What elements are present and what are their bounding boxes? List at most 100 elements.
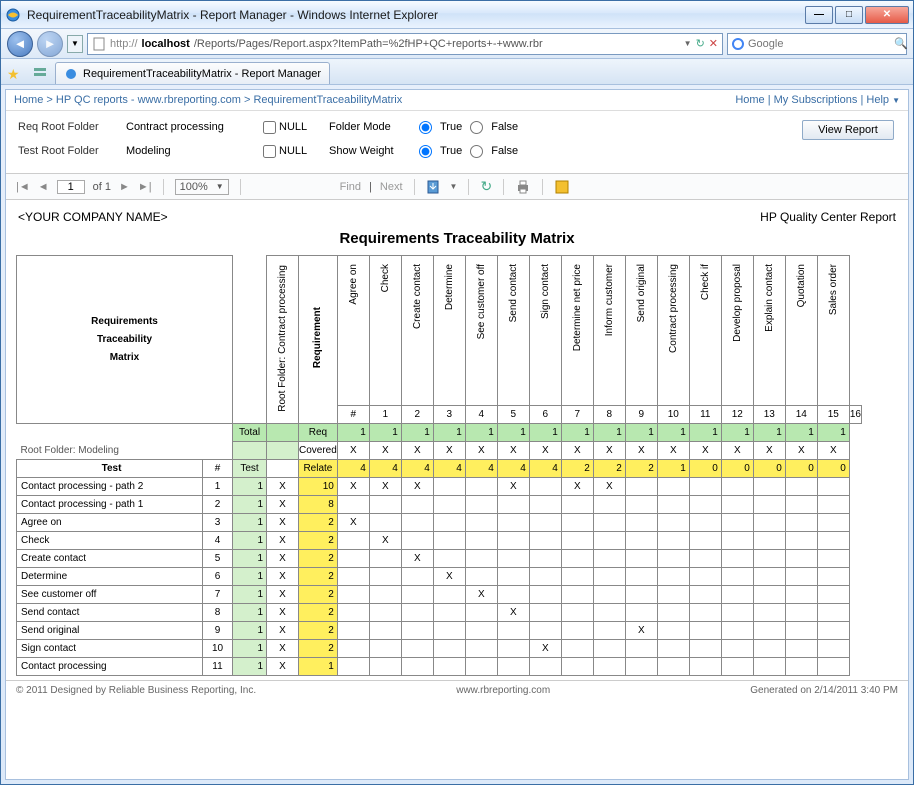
minimize-button[interactable]: — [805,6,833,24]
view-report-button[interactable]: View Report [802,120,894,140]
test-root-label: Test Root Folder [18,145,113,157]
test-cov: X [267,514,299,532]
mark-cell [753,586,785,604]
refresh-icon[interactable]: ↻ [696,37,705,50]
mark-cell [785,514,817,532]
bc-subscriptions-link[interactable]: My Subscriptions [774,94,858,106]
mark-cell [785,568,817,586]
req-cell: 1 [337,424,369,442]
prev-page-button[interactable]: ◄ [38,181,49,193]
folder-mode-false[interactable] [470,121,483,134]
refresh-report-icon[interactable]: ↻ [480,178,492,195]
footer-center: www.rbreporting.com [456,685,550,696]
matrix-corner: RequirementsTraceabilityMatrix [17,256,233,424]
bc-folder[interactable]: HP QC reports - www.rbreporting.com [56,94,241,106]
export-data-icon[interactable] [554,179,570,195]
test-root-value[interactable]: Modeling [123,143,253,159]
browser-tab[interactable]: RequirementTraceabilityMatrix - Report M… [55,62,330,84]
forward-button[interactable]: ► [37,31,63,57]
mark-cell [625,550,657,568]
covered-root-label: Root Folder: Modeling [17,442,233,460]
mark-cell [593,496,625,514]
req-null-checkbox[interactable] [263,121,276,134]
mark-cell [657,586,689,604]
page-input[interactable] [57,180,85,194]
relate-label: Relate [299,460,338,478]
url-dropdown-icon[interactable]: ▼ [684,39,692,48]
next-page-button[interactable]: ► [119,181,130,193]
bc-help-link[interactable]: Help [866,94,889,106]
titlebar: RequirementTraceabilityMatrix - Report M… [1,1,913,29]
show-weight-false[interactable] [470,145,483,158]
req-cell: 1 [497,424,529,442]
test-total: 1 [233,640,267,658]
col-num: 8 [593,406,625,424]
relate-cell: 0 [689,460,721,478]
bc-home-link[interactable]: Home [735,94,764,106]
zoom-dropdown[interactable]: 100%▼ [175,179,229,195]
mark-cell [561,496,593,514]
mark-cell [369,604,401,622]
test-relate: 2 [299,640,338,658]
req-cell: 1 [401,424,433,442]
address-bar[interactable]: http://localhost ▼ ↻ ✕ [87,33,723,55]
back-button[interactable]: ◄ [7,31,33,57]
relate-cell: 1 [657,460,689,478]
req-cell: 1 [465,424,497,442]
covered-cell: X [465,442,497,460]
test-null-checkbox[interactable] [263,145,276,158]
covered-cell: X [753,442,785,460]
col-num: 3 [433,406,465,424]
mark-cell [433,496,465,514]
first-page-button[interactable]: |◄ [16,181,30,193]
req-col-header: Sales order [817,256,849,406]
favorites-bar-icon[interactable] [29,62,51,84]
test-relate: 2 [299,532,338,550]
covered-cell: X [657,442,689,460]
show-weight-label: Show Weight [329,145,409,157]
close-button[interactable]: ✕ [865,6,909,24]
favorites-icon[interactable]: ★ [7,66,25,84]
bc-home[interactable]: Home [14,94,43,106]
print-icon[interactable] [515,179,531,195]
stop-icon[interactable]: ✕ [709,37,718,50]
mark-cell [785,640,817,658]
req-col-header: Create contact [401,256,433,406]
folder-mode-true[interactable] [419,121,432,134]
maximize-button[interactable]: □ [835,6,863,24]
next-label[interactable]: Next [380,181,403,193]
mark-cell [721,622,753,640]
mark-cell [337,622,369,640]
mark-cell [401,658,433,676]
test-cov: X [267,496,299,514]
mark-cell: X [433,568,465,586]
show-weight-true[interactable] [419,145,432,158]
mark-cell [753,514,785,532]
mark-cell [465,550,497,568]
test-header: Test [17,460,203,478]
mark-cell [593,568,625,586]
export-icon[interactable] [426,179,442,195]
mark-cell [337,550,369,568]
mark-cell [433,640,465,658]
url-input[interactable] [194,38,680,50]
search-bar[interactable]: 🔍 [727,33,907,55]
last-page-button[interactable]: ►| [138,181,152,193]
mark-cell [401,568,433,586]
covered-cell: X [433,442,465,460]
mark-cell [433,550,465,568]
req-root-value[interactable]: Contract processing [123,119,253,135]
req-col-header: Check [369,256,401,406]
find-label[interactable]: Find [340,181,361,193]
mark-cell [465,568,497,586]
search-provider-icon[interactable] [732,38,744,50]
relate-cell: 4 [529,460,561,478]
test-relate: 2 [299,550,338,568]
mark-cell [561,532,593,550]
history-dropdown[interactable]: ▼ [67,35,83,53]
search-icon[interactable]: 🔍 [894,37,908,50]
mark-cell [433,658,465,676]
search-input[interactable] [748,38,890,50]
covered-cell: X [817,442,849,460]
col-num: 10 [657,406,689,424]
